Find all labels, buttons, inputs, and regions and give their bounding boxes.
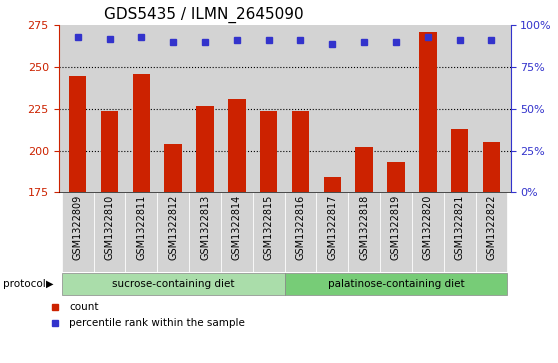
- Bar: [69, 76, 86, 192]
- Text: GSM1322810: GSM1322810: [104, 195, 114, 260]
- Bar: [228, 99, 246, 192]
- Text: GSM1322817: GSM1322817: [328, 195, 338, 260]
- Text: GDS5435 / ILMN_2645090: GDS5435 / ILMN_2645090: [104, 7, 304, 23]
- Text: ▶: ▶: [46, 279, 53, 289]
- Text: percentile rank within the sample: percentile rank within the sample: [69, 318, 245, 328]
- Bar: [157, 192, 189, 272]
- Text: GSM1322815: GSM1322815: [264, 195, 273, 260]
- Text: GSM1322811: GSM1322811: [136, 195, 146, 260]
- Bar: [316, 192, 348, 272]
- Bar: [348, 192, 380, 272]
- Bar: [94, 192, 126, 272]
- Text: GSM1322816: GSM1322816: [296, 195, 305, 260]
- Bar: [387, 162, 405, 192]
- Bar: [101, 111, 118, 192]
- Bar: [285, 192, 316, 272]
- Bar: [253, 192, 285, 272]
- Bar: [451, 129, 468, 192]
- Bar: [419, 32, 436, 192]
- Bar: [444, 192, 475, 272]
- Text: palatinose-containing diet: palatinose-containing diet: [328, 279, 464, 289]
- Text: GSM1322820: GSM1322820: [423, 195, 433, 260]
- Bar: [221, 192, 253, 272]
- Bar: [292, 111, 309, 192]
- Text: GSM1322812: GSM1322812: [168, 195, 178, 260]
- Bar: [62, 273, 285, 295]
- Text: GSM1322814: GSM1322814: [232, 195, 242, 260]
- Bar: [189, 192, 221, 272]
- Bar: [196, 106, 214, 192]
- Text: GSM1322821: GSM1322821: [455, 195, 465, 260]
- Bar: [260, 111, 277, 192]
- Text: GSM1322822: GSM1322822: [487, 195, 497, 260]
- Bar: [380, 192, 412, 272]
- Bar: [412, 192, 444, 272]
- Bar: [483, 142, 500, 192]
- Text: GSM1322813: GSM1322813: [200, 195, 210, 260]
- Bar: [324, 178, 341, 192]
- Bar: [285, 273, 507, 295]
- Text: count: count: [69, 302, 99, 312]
- Text: GSM1322818: GSM1322818: [359, 195, 369, 260]
- Bar: [62, 192, 94, 272]
- Bar: [126, 192, 157, 272]
- Bar: [165, 144, 182, 192]
- Text: GSM1322809: GSM1322809: [73, 195, 83, 260]
- Bar: [133, 74, 150, 192]
- Text: protocol: protocol: [3, 279, 46, 289]
- Bar: [475, 192, 507, 272]
- Text: GSM1322819: GSM1322819: [391, 195, 401, 260]
- Text: sucrose-containing diet: sucrose-containing diet: [112, 279, 234, 289]
- Bar: [355, 147, 373, 192]
